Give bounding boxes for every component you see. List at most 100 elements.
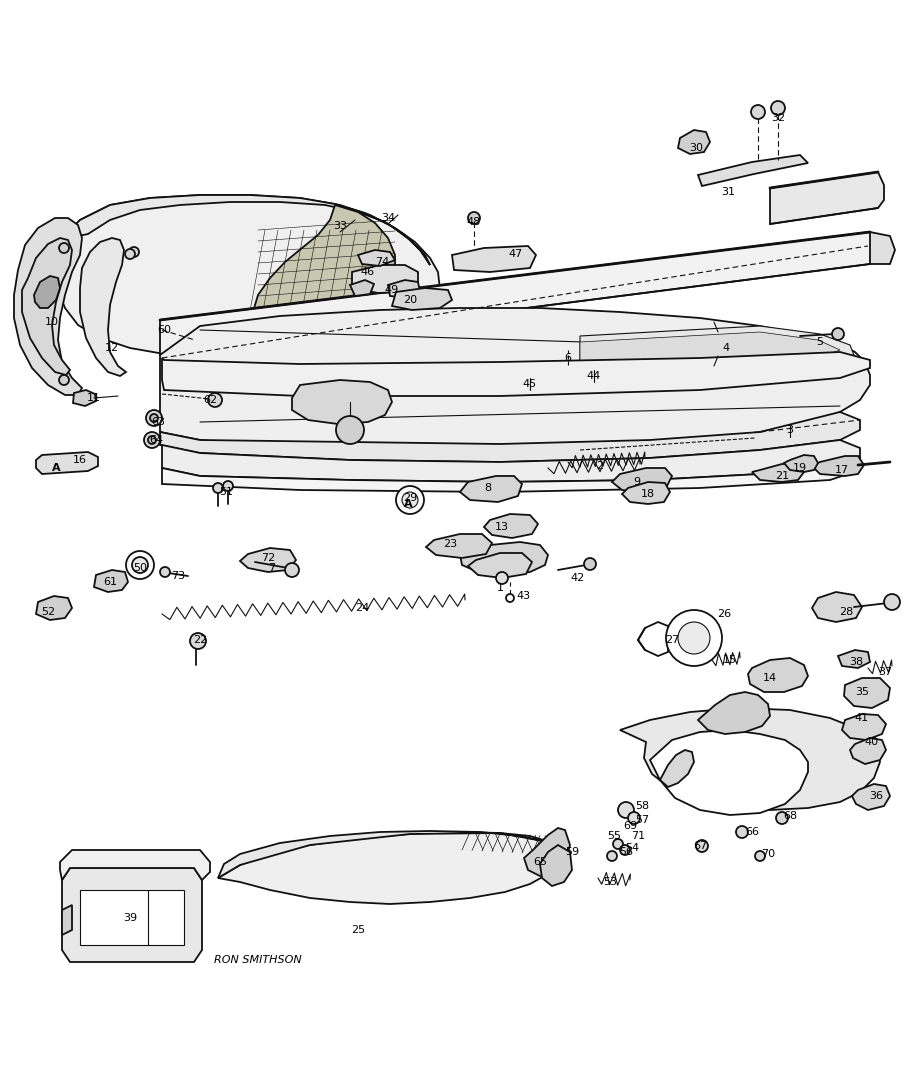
Polygon shape <box>619 708 879 810</box>
Text: 24: 24 <box>355 603 368 613</box>
Polygon shape <box>580 326 854 378</box>
Circle shape <box>775 812 787 824</box>
Polygon shape <box>94 570 128 592</box>
Text: 22: 22 <box>192 635 207 645</box>
Circle shape <box>618 803 633 818</box>
Polygon shape <box>162 352 869 396</box>
Text: 16: 16 <box>73 455 87 465</box>
Text: 3: 3 <box>786 425 793 435</box>
Polygon shape <box>811 456 863 477</box>
Text: 31: 31 <box>721 187 734 197</box>
Text: RON SMITHSON: RON SMITHSON <box>214 955 302 965</box>
Circle shape <box>223 481 233 491</box>
Polygon shape <box>524 828 570 876</box>
Polygon shape <box>621 482 669 504</box>
Polygon shape <box>252 205 395 368</box>
Polygon shape <box>460 477 521 503</box>
Text: 74: 74 <box>375 257 388 268</box>
Circle shape <box>148 436 156 444</box>
Circle shape <box>125 249 135 259</box>
Polygon shape <box>387 280 420 298</box>
Text: 28: 28 <box>838 606 852 617</box>
Polygon shape <box>659 751 694 787</box>
Polygon shape <box>36 596 72 619</box>
Text: 47: 47 <box>508 249 523 259</box>
Circle shape <box>735 826 747 838</box>
Text: 26: 26 <box>716 609 731 619</box>
Text: A: A <box>404 499 412 509</box>
Polygon shape <box>811 592 861 622</box>
Bar <box>79 890 184 945</box>
Polygon shape <box>769 172 883 224</box>
Circle shape <box>754 851 764 861</box>
Polygon shape <box>425 534 491 558</box>
Polygon shape <box>843 678 889 708</box>
Text: 17: 17 <box>834 465 848 475</box>
Text: 9: 9 <box>633 477 640 487</box>
Text: 8: 8 <box>484 483 491 493</box>
Text: 33: 33 <box>332 221 347 231</box>
Circle shape <box>402 492 417 508</box>
Polygon shape <box>160 232 879 355</box>
Polygon shape <box>58 195 440 362</box>
Text: 59: 59 <box>564 847 579 857</box>
Circle shape <box>468 212 479 224</box>
Text: 43: 43 <box>517 591 530 601</box>
Text: 32: 32 <box>770 113 784 123</box>
Text: 5: 5 <box>815 337 823 347</box>
Text: 30: 30 <box>688 143 703 153</box>
Text: 66: 66 <box>744 827 759 837</box>
Text: 46: 46 <box>360 268 375 277</box>
Polygon shape <box>747 658 807 692</box>
Polygon shape <box>483 514 537 538</box>
Text: 27: 27 <box>664 635 678 645</box>
Text: 40: 40 <box>864 738 878 747</box>
Circle shape <box>770 101 784 115</box>
Polygon shape <box>79 238 126 376</box>
Text: 54: 54 <box>624 843 638 853</box>
Circle shape <box>126 551 154 579</box>
Text: 48: 48 <box>466 217 480 227</box>
Circle shape <box>831 328 843 340</box>
Circle shape <box>606 851 617 861</box>
Text: 38: 38 <box>848 657 862 667</box>
Circle shape <box>677 622 709 654</box>
Circle shape <box>160 567 170 577</box>
Text: 35: 35 <box>854 687 868 697</box>
Circle shape <box>213 483 223 493</box>
Circle shape <box>59 243 69 253</box>
Circle shape <box>666 610 721 666</box>
Text: 41: 41 <box>854 713 868 723</box>
Text: 15: 15 <box>722 655 736 665</box>
Polygon shape <box>358 250 395 266</box>
Text: 29: 29 <box>403 493 416 503</box>
Circle shape <box>628 812 639 824</box>
Polygon shape <box>849 738 885 764</box>
Polygon shape <box>22 238 72 375</box>
Polygon shape <box>62 867 201 962</box>
Text: 37: 37 <box>877 667 891 677</box>
Text: 36: 36 <box>868 791 882 801</box>
Text: 44: 44 <box>586 371 600 381</box>
Text: 23: 23 <box>442 539 457 549</box>
Polygon shape <box>218 831 557 878</box>
Text: 34: 34 <box>380 213 395 223</box>
Text: 19: 19 <box>792 464 806 473</box>
Circle shape <box>208 393 222 407</box>
Polygon shape <box>649 730 807 815</box>
Circle shape <box>336 416 364 444</box>
Text: 51: 51 <box>219 487 233 497</box>
Circle shape <box>59 375 69 384</box>
Text: 67: 67 <box>693 841 706 851</box>
Polygon shape <box>60 850 209 880</box>
Polygon shape <box>751 464 803 482</box>
Circle shape <box>496 572 507 584</box>
Text: 45: 45 <box>522 379 536 389</box>
Polygon shape <box>60 195 430 265</box>
Circle shape <box>150 414 158 422</box>
Text: 49: 49 <box>385 285 399 295</box>
Polygon shape <box>837 650 869 668</box>
Polygon shape <box>869 232 894 264</box>
Circle shape <box>506 593 514 602</box>
Polygon shape <box>851 784 889 810</box>
